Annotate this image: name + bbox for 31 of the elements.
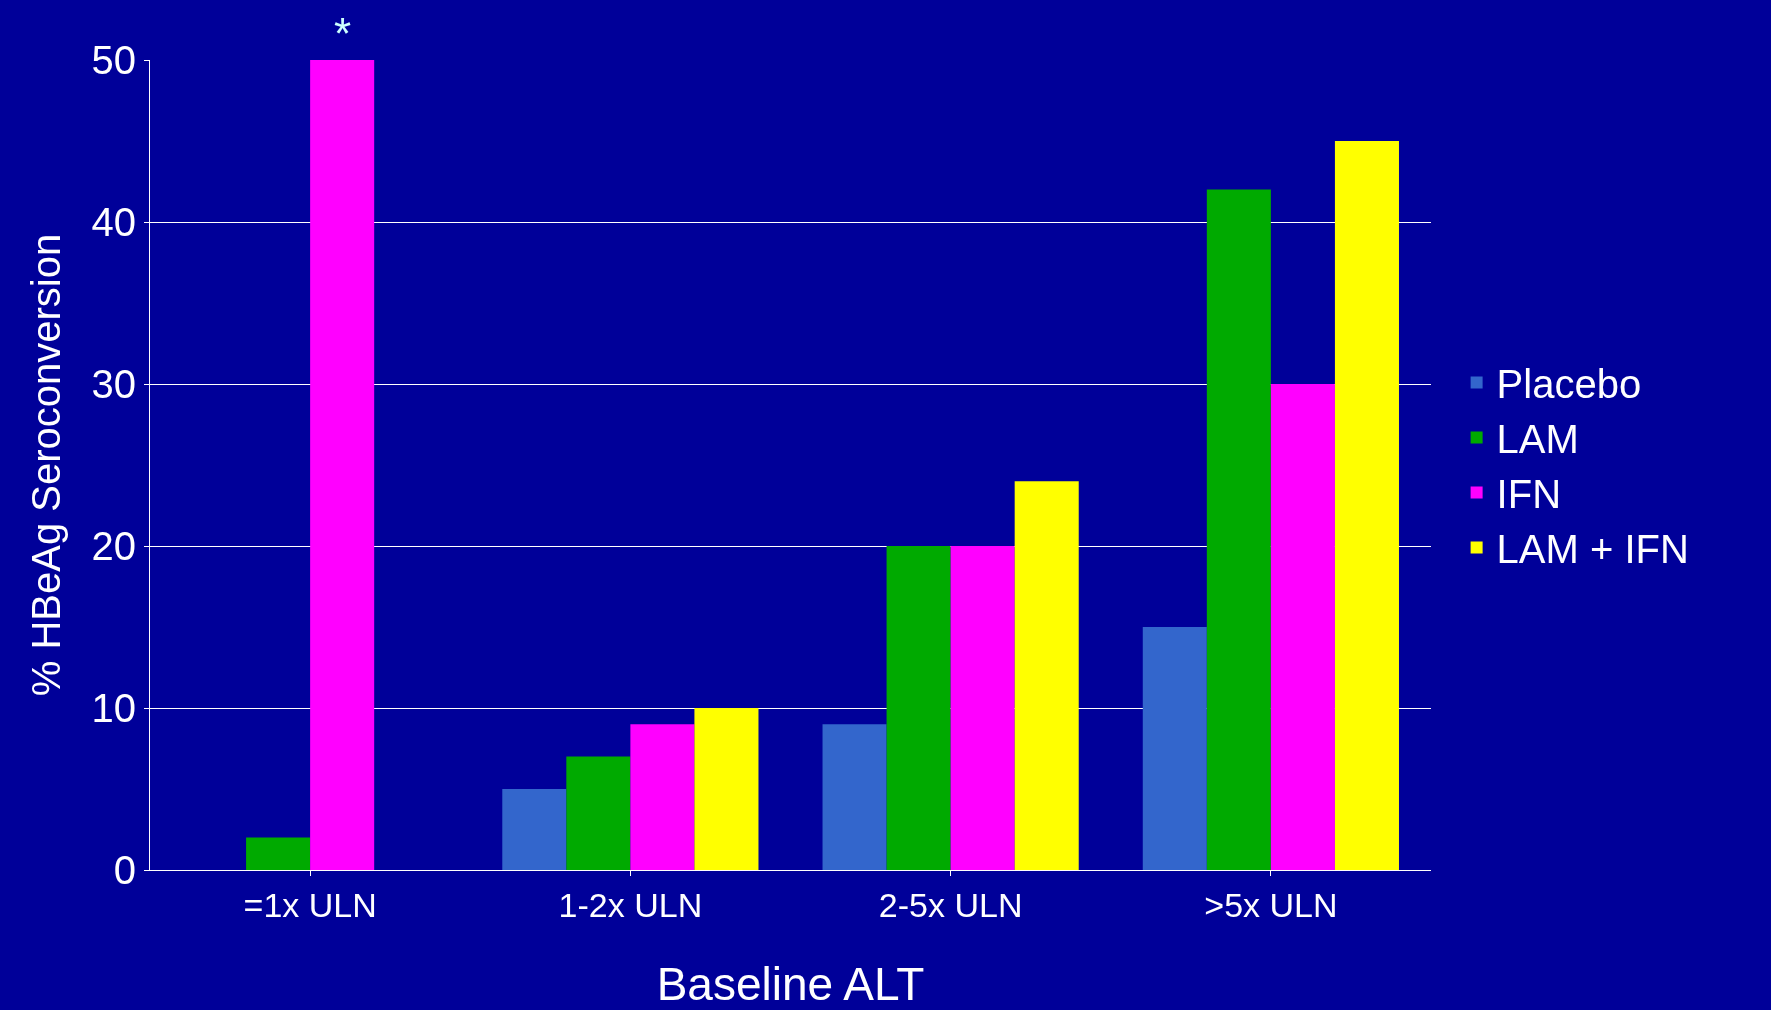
bar — [502, 789, 567, 870]
legend-label: Placebo — [1496, 362, 1642, 407]
x-tick-label: 2-5x ULN — [878, 885, 1023, 924]
x-tick-label: 1-2x ULN — [558, 885, 703, 924]
y-tick-label: 0 — [113, 848, 136, 892]
bar — [246, 837, 311, 870]
bar — [886, 546, 951, 870]
y-tick-label: 30 — [91, 362, 136, 406]
y-tick-label: 40 — [91, 200, 136, 244]
x-tick-label: =1x ULN — [243, 885, 377, 924]
bar — [1014, 481, 1079, 870]
bar — [950, 546, 1015, 870]
y-tick-label: 10 — [91, 686, 136, 730]
y-tick-label: 20 — [91, 524, 136, 568]
y-axis-title: % HBeAg Seroconversion — [24, 233, 68, 697]
y-tick-label: 50 — [91, 38, 136, 82]
bar — [822, 724, 887, 870]
annotation: * — [334, 9, 352, 58]
bar — [1334, 141, 1399, 870]
bar — [1206, 189, 1271, 870]
legend-label: IFN — [1496, 472, 1562, 517]
bar — [1142, 627, 1207, 870]
bar — [694, 708, 759, 870]
bar — [1270, 384, 1335, 870]
legend-label: LAM + IFN — [1496, 527, 1689, 572]
x-tick-label: >5x ULN — [1204, 885, 1338, 924]
bar — [310, 60, 375, 870]
bar — [630, 724, 695, 870]
x-axis-title: Baseline ALT — [656, 958, 925, 1010]
bar — [566, 756, 631, 870]
legend-label: LAM — [1496, 417, 1579, 462]
